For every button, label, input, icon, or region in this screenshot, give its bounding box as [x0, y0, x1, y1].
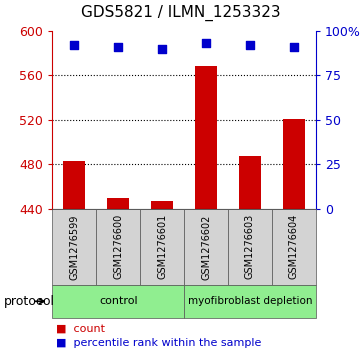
- Text: protocol: protocol: [4, 295, 55, 308]
- Bar: [195, 66, 217, 209]
- Text: GDS5821 / ILMN_1253323: GDS5821 / ILMN_1253323: [81, 5, 280, 21]
- Text: ■  count: ■ count: [56, 323, 105, 334]
- Text: ■  percentile rank within the sample: ■ percentile rank within the sample: [56, 338, 261, 348]
- Bar: [63, 161, 85, 209]
- Text: GSM1276602: GSM1276602: [201, 214, 211, 280]
- Point: [203, 40, 209, 46]
- Text: myofibroblast depletion: myofibroblast depletion: [188, 296, 312, 306]
- Text: control: control: [99, 296, 138, 306]
- Text: GSM1276603: GSM1276603: [245, 214, 255, 280]
- Text: GSM1276604: GSM1276604: [289, 214, 299, 280]
- Point: [291, 44, 297, 50]
- Bar: [107, 197, 129, 209]
- Point: [115, 44, 121, 50]
- Point: [71, 42, 77, 48]
- Point: [159, 46, 165, 52]
- Text: GSM1276600: GSM1276600: [113, 214, 123, 280]
- Bar: [239, 156, 261, 209]
- Bar: [283, 119, 305, 209]
- Text: GSM1276599: GSM1276599: [69, 214, 79, 280]
- Bar: [151, 201, 173, 209]
- Point: [247, 42, 253, 48]
- Text: GSM1276601: GSM1276601: [157, 214, 167, 280]
